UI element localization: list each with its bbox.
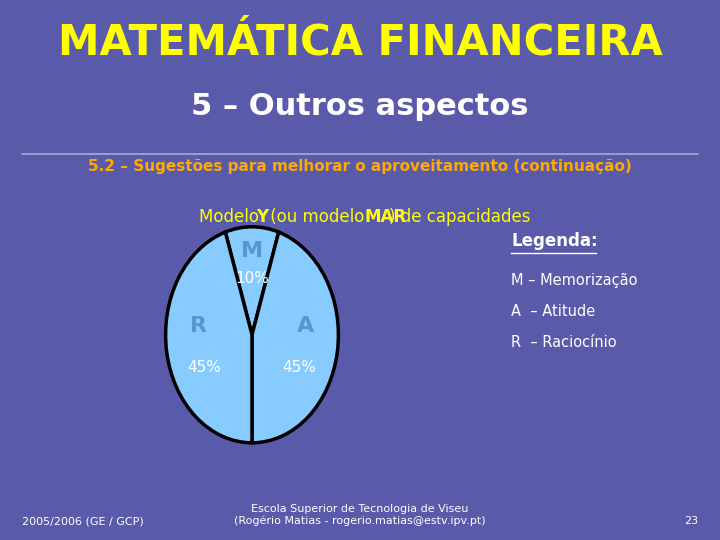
Text: Modelo: Modelo <box>199 208 264 226</box>
Text: Y: Y <box>256 208 269 226</box>
Text: M – Memorização: M – Memorização <box>511 273 638 288</box>
Text: MAR: MAR <box>364 208 406 226</box>
Text: 2005/2006 (GE / GCP): 2005/2006 (GE / GCP) <box>22 516 143 526</box>
Wedge shape <box>166 232 252 443</box>
Text: R  – Raciocínio: R – Raciocínio <box>511 335 617 350</box>
Text: M: M <box>241 240 263 261</box>
Wedge shape <box>252 232 338 443</box>
Text: 23: 23 <box>684 516 698 526</box>
Text: MATEMÁTICA FINANCEIRA: MATEMÁTICA FINANCEIRA <box>58 22 662 64</box>
Text: A  – Atitude: A – Atitude <box>511 304 595 319</box>
Text: Escola Superior de Tecnologia de Viseu
(Rogério Matias - rogerio.matias@estv.ipv: Escola Superior de Tecnologia de Viseu (… <box>234 504 486 526</box>
Text: R: R <box>190 316 207 336</box>
Text: ) de capacidades: ) de capacidades <box>389 208 531 226</box>
Text: 5.2 – Sugestões para melhorar o aproveitamento (continuação): 5.2 – Sugestões para melhorar o aproveit… <box>88 159 632 174</box>
Text: A: A <box>297 316 314 336</box>
Text: 10%: 10% <box>235 271 269 286</box>
Text: Legenda:: Legenda: <box>511 232 598 250</box>
Text: 5 – Outros aspectos: 5 – Outros aspectos <box>192 92 528 121</box>
Wedge shape <box>225 227 279 335</box>
Text: 45%: 45% <box>187 360 222 375</box>
Text: (ou modelo: (ou modelo <box>265 208 369 226</box>
Text: 45%: 45% <box>282 360 317 375</box>
